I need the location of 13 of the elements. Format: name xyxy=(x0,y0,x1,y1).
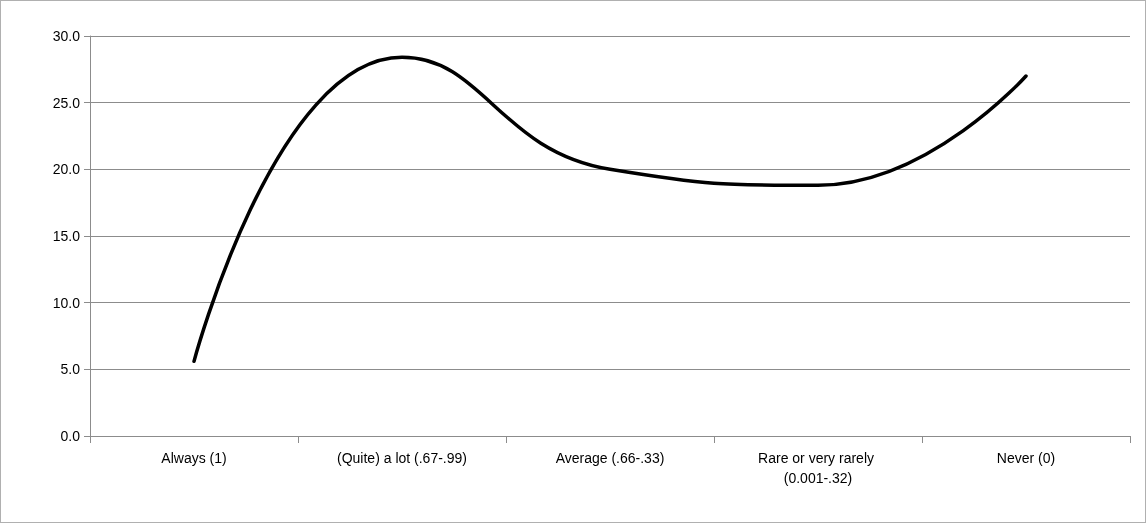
line-series xyxy=(192,55,1028,364)
y-tick-label: 20.0 xyxy=(52,161,81,178)
x-tick-label: Never (0) xyxy=(996,450,1056,466)
x-tick-label: Always (1) xyxy=(161,450,227,466)
y-tick-label: 30.0 xyxy=(52,28,81,44)
y-tick-label: 25.0 xyxy=(52,94,81,111)
x-tick-label: (Quite) a lot (.67-.99) xyxy=(337,450,467,466)
y-tick-label: 0.0 xyxy=(60,428,81,444)
y-tick-label: 10.0 xyxy=(52,294,81,311)
x-tick-label: Average (.66-.33) xyxy=(555,450,665,466)
y-tick-label: 15.0 xyxy=(52,228,81,244)
x-tick-label: Rare or very rarely (0.001-.32) xyxy=(758,450,878,486)
y-tick-label: 5.0 xyxy=(60,361,81,378)
